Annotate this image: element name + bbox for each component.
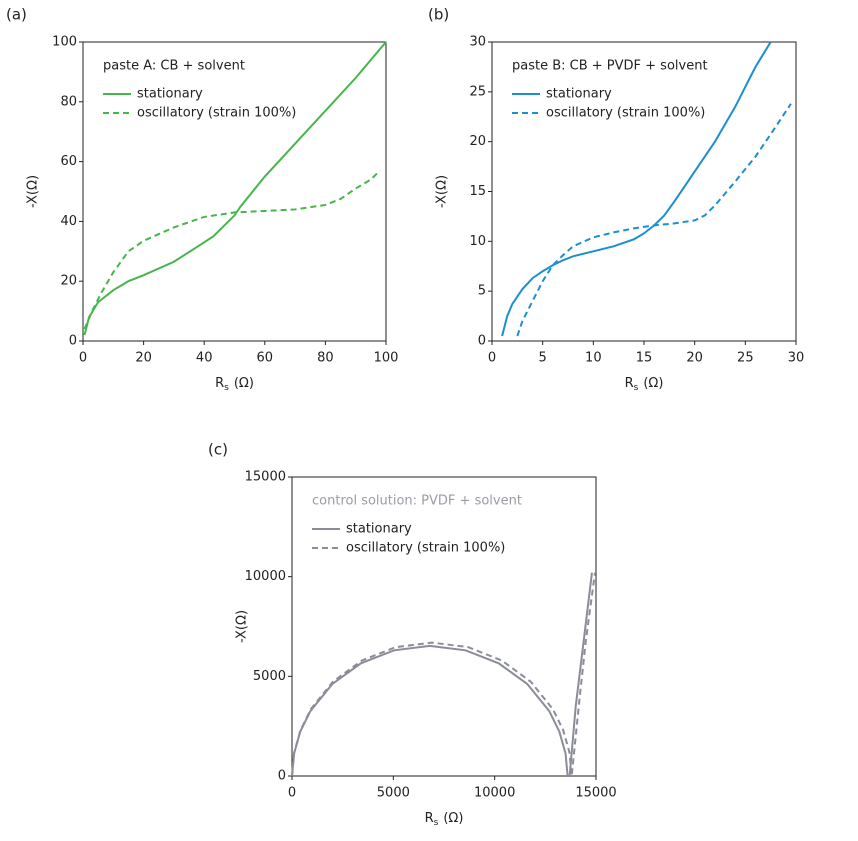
data-line	[516, 103, 792, 337]
y-tick-label: 60	[60, 154, 77, 169]
panel-label: (a)	[6, 6, 27, 24]
data-line	[501, 41, 772, 337]
y-tick-label: 5000	[253, 669, 286, 684]
x-label-base: R	[625, 376, 634, 391]
x-tick-label: 25	[737, 351, 754, 366]
annotation: control solution: PVDF + solvent	[312, 494, 522, 509]
legend-label: stationary	[346, 522, 412, 537]
legend-label: stationary	[137, 87, 203, 102]
y-tick-label: 30	[469, 35, 486, 50]
data-line	[291, 572, 593, 777]
x-label-unit: (Ω)	[443, 811, 463, 826]
y-tick-label: 10000	[245, 569, 286, 584]
y-tick-label: 15	[469, 184, 486, 199]
legend-label: stationary	[546, 87, 612, 102]
data-line	[291, 572, 596, 777]
x-axis-label: Rs (Ω)	[625, 376, 664, 393]
x-label-sub: s	[224, 383, 229, 393]
x-tick-label: 60	[257, 351, 274, 366]
x-tick-label: 5000	[377, 786, 410, 801]
x-label-unit: (Ω)	[234, 376, 254, 391]
y-tick-label: 0	[69, 334, 77, 349]
y-tick-label: 100	[52, 35, 77, 50]
panel-label: (b)	[428, 6, 449, 24]
x-tick-label: 0	[488, 351, 496, 366]
x-label-base: R	[215, 376, 224, 391]
x-label-base: R	[425, 811, 434, 826]
x-tick-label: 15000	[575, 786, 616, 801]
y-axis-label: -X(Ω)	[26, 175, 41, 208]
y-axis-label: -X(Ω)	[435, 175, 450, 208]
x-tick-label: 15	[636, 351, 653, 366]
y-tick-label: 20	[469, 134, 486, 149]
annotation: paste B: CB + PVDF + solvent	[512, 59, 708, 74]
plot-frame	[82, 41, 387, 342]
plot-frame	[491, 41, 797, 342]
legend-label: oscillatory (strain 100%)	[346, 541, 505, 556]
x-tick-label: 10000	[474, 786, 515, 801]
x-axis-label: Rs (Ω)	[425, 811, 464, 828]
y-tick-label: 15000	[245, 470, 286, 485]
annotation: paste A: CB + solvent	[103, 59, 245, 74]
data-line	[83, 41, 387, 336]
y-tick-label: 20	[60, 274, 77, 289]
x-axis-label: Rs (Ω)	[215, 376, 254, 393]
y-tick-label: 0	[478, 334, 486, 349]
x-tick-label: 5	[539, 351, 547, 366]
y-tick-label: 5	[478, 284, 486, 299]
y-tick-label: 10	[469, 234, 486, 249]
x-tick-label: 0	[288, 786, 296, 801]
x-tick-label: 40	[196, 351, 213, 366]
x-label-sub: s	[634, 383, 639, 393]
x-tick-label: 80	[317, 351, 334, 366]
plot-frame	[291, 476, 597, 777]
x-tick-label: 20	[135, 351, 152, 366]
x-tick-label: 100	[374, 351, 399, 366]
x-tick-label: 20	[686, 351, 703, 366]
legend-label: oscillatory (strain 100%)	[137, 106, 296, 121]
x-tick-label: 10	[585, 351, 602, 366]
y-tick-label: 25	[469, 84, 486, 99]
x-tick-label: 30	[788, 351, 805, 366]
data-line	[83, 169, 381, 330]
y-tick-label: 80	[60, 94, 77, 109]
x-label-sub: s	[434, 818, 439, 828]
x-tick-label: 0	[79, 351, 87, 366]
y-axis-label: -X(Ω)	[235, 610, 250, 643]
legend-label: oscillatory (strain 100%)	[546, 106, 705, 121]
panel-label: (c)	[208, 441, 228, 459]
y-tick-label: 0	[278, 769, 286, 784]
y-tick-label: 40	[60, 214, 77, 229]
x-label-unit: (Ω)	[643, 376, 663, 391]
